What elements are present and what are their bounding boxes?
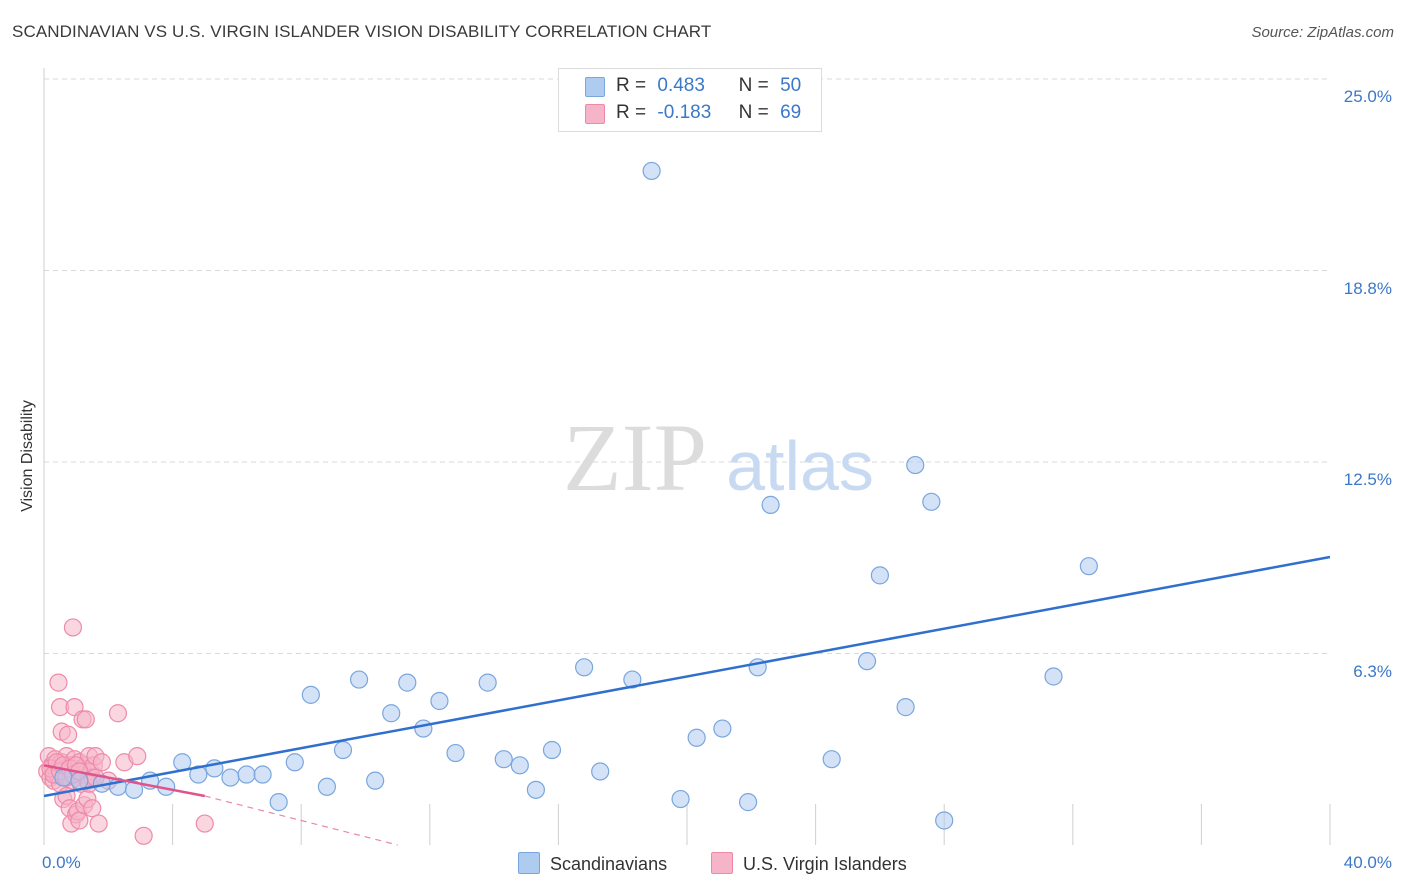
scandinavians-point — [1079, 557, 1098, 576]
scandinavians-point — [221, 768, 240, 787]
chart-title: SCANDINAVIAN VS U.S. VIRGIN ISLANDER VIS… — [12, 22, 712, 41]
virgin-islanders-point — [76, 710, 95, 729]
virgin-islanders-point — [83, 799, 102, 818]
legend-swatch-pink — [585, 104, 605, 124]
scandinavians-point — [687, 728, 706, 747]
scandinavians-point — [935, 811, 954, 830]
y-tick-label: 18.8% — [1343, 278, 1392, 298]
source-label: Source: ZipAtlas.com — [1251, 24, 1394, 41]
scandinavians-point — [713, 719, 732, 738]
legend-label: Scandinavians — [550, 854, 668, 874]
legend-swatch-blue — [518, 852, 540, 874]
virgin-islanders-point — [128, 747, 147, 766]
legend-r-label: R = — [616, 102, 647, 123]
scandinavians-point — [542, 740, 562, 760]
y-tick-label: 25.0% — [1343, 87, 1392, 106]
scandinavians-point — [526, 780, 545, 799]
scandinavians-point — [494, 750, 513, 769]
scandinavians-point — [446, 743, 465, 763]
virgin-islanders-point — [59, 725, 78, 744]
scandinavians-point — [398, 673, 417, 692]
scandinavians-point — [761, 495, 780, 514]
legend-item-scandinavians: Scandinavians — [518, 852, 667, 875]
watermark: ZIP atlas — [563, 404, 874, 511]
scandinavians-point — [54, 768, 73, 787]
scandinavians-point — [317, 777, 337, 796]
axes — [43, 68, 1331, 845]
scandinavians-point — [301, 685, 320, 704]
scandinavians-point — [822, 750, 841, 769]
scandinavians-point — [738, 793, 758, 812]
scandinavians-point — [349, 670, 369, 689]
scandinavians-point — [70, 771, 89, 790]
trend-lines — [43, 555, 1331, 846]
series-virgin-islanders-points — [38, 618, 214, 845]
legend-n-value: 50 — [780, 75, 802, 96]
virgin-islanders-point — [70, 811, 89, 830]
x-tick-label: 40.0% — [1343, 853, 1392, 872]
virgin-islanders-point — [92, 753, 111, 772]
virgin-islanders-point — [63, 618, 83, 637]
virgin-islanders-trend-line — [43, 764, 205, 798]
scandinavians-point — [671, 789, 690, 809]
scandinavians-point — [906, 455, 925, 475]
virgin-islanders-trend-extension — [204, 795, 398, 846]
legend-swatch-pink — [711, 852, 733, 874]
legend-r-label: R = — [616, 75, 647, 96]
scandinavians-point — [642, 161, 661, 181]
y-tick-label: 12.5% — [1343, 470, 1392, 489]
watermark-zip: ZIP — [563, 404, 707, 511]
virgin-islanders-point — [108, 704, 128, 723]
scandinavians-point — [414, 719, 433, 738]
scandinavians-point — [623, 670, 642, 689]
scandinavians-point — [478, 673, 497, 692]
watermark-atlas: atlas — [726, 427, 874, 505]
virgin-islanders-point — [89, 814, 108, 833]
scandinavians-point — [922, 492, 941, 511]
legend-r-value: 0.483 — [657, 75, 705, 96]
legend-r-value: -0.183 — [657, 102, 712, 123]
scandinavians-point — [382, 704, 401, 723]
scandinavians-point — [591, 762, 610, 781]
scandinavians-point — [575, 658, 594, 677]
scandinavians-point — [333, 740, 353, 760]
scandinavians-point — [896, 698, 915, 717]
legend-label: U.S. Virgin Islanders — [743, 854, 907, 874]
stats-legend: R = 0.483 N = 50 R = -0.183 N = 69 — [558, 68, 822, 132]
x-tick-label: 0.0% — [42, 853, 81, 872]
virgin-islanders-point — [134, 826, 153, 845]
virgin-islanders-point — [49, 673, 68, 692]
gridlines — [44, 78, 1330, 654]
scandinavians-point — [253, 765, 272, 784]
scandinavians-point — [857, 652, 877, 671]
scandinavians-point — [430, 691, 449, 711]
scandinavians-point — [870, 566, 890, 585]
legend-n-label: N = — [738, 75, 769, 96]
virgin-islanders-point — [195, 814, 214, 833]
legend-n-value: 69 — [780, 102, 802, 123]
scandinavians-point — [269, 793, 288, 812]
legend-item-virgin-islanders: U.S. Virgin Islanders — [711, 852, 907, 875]
legend-n-label: N = — [738, 102, 769, 123]
scandinavians-point — [510, 756, 529, 775]
scandinavians-point — [285, 753, 304, 772]
scandinavians-trend-line — [43, 555, 1331, 798]
scandinavians-point — [1044, 667, 1063, 686]
legend-swatch-blue — [585, 77, 605, 97]
y-tick-label: 6.3% — [1353, 661, 1392, 681]
series-scandinavians-points — [54, 161, 1098, 830]
scandinavians-point — [366, 771, 385, 790]
scandinavians-point — [237, 765, 256, 784]
